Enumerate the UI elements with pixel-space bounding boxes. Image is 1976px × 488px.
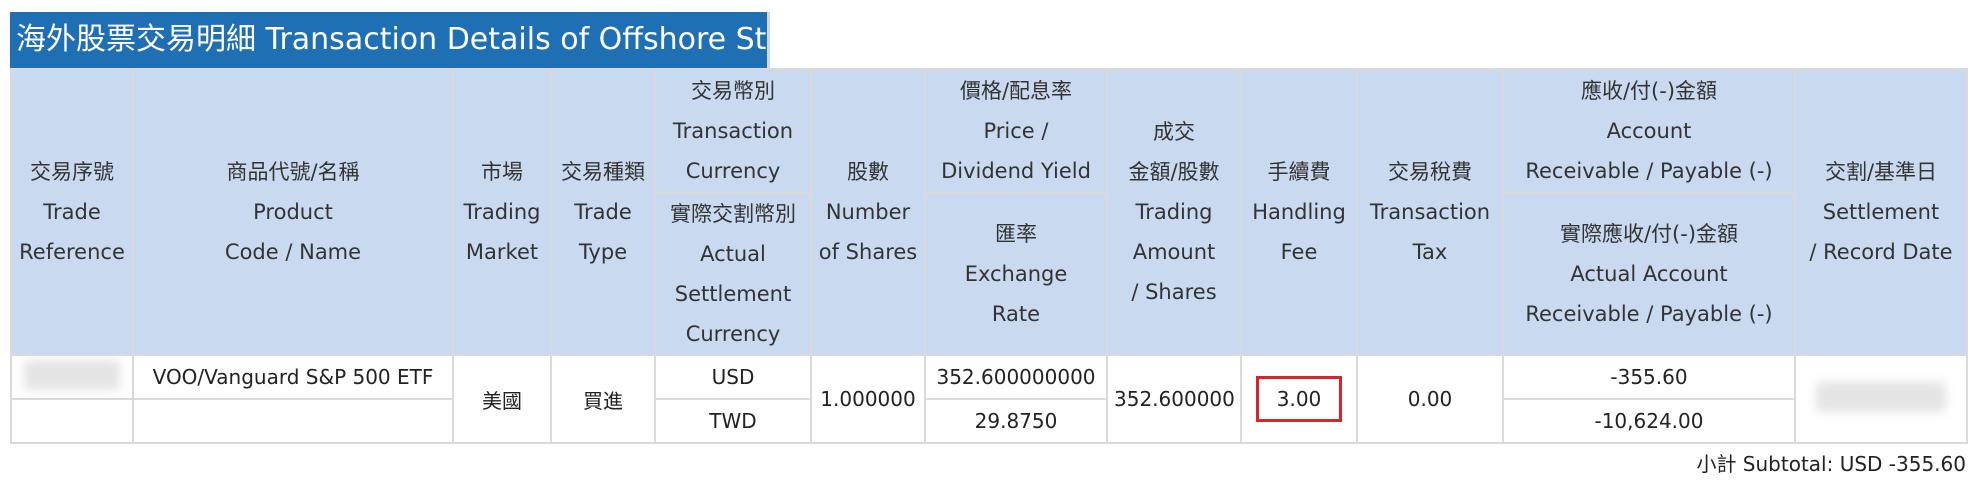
transaction-table: 交易序號 Trade Reference 商品代號/名稱 Product Cod… xyxy=(10,68,1968,444)
fee-cell: 3.00 xyxy=(1240,354,1358,444)
tax-cell: 0.00 xyxy=(1356,354,1504,444)
amount-cell: 352.600000 xyxy=(1106,354,1242,444)
shares-cell: 1.000000 xyxy=(810,354,926,444)
market-cell: 美國 xyxy=(452,354,552,444)
header-settle-currency: 實際交割幣別 Actual Settlement Currency xyxy=(654,192,812,356)
section-title: 海外股票交易明細 Transaction Details of Offshore… xyxy=(10,12,770,68)
currency-cell: USD xyxy=(654,354,812,400)
header-price: 價格/配息率 Price / Dividend Yield xyxy=(924,68,1108,194)
settle-currency-cell: TWD xyxy=(654,398,812,444)
header-tax: 交易稅費 Transaction Tax xyxy=(1356,68,1504,356)
actual-receivable-cell: -10,624.00 xyxy=(1502,398,1796,444)
header-receivable: 應收/付(-)金額 Account Receivable / Payable (… xyxy=(1502,68,1796,194)
trade-type-cell: 買進 xyxy=(550,354,656,444)
header-trade-reference: 交易序號 Trade Reference xyxy=(10,68,134,356)
header-settlement: 交割/基準日 Settlement / Record Date xyxy=(1794,68,1968,356)
product-cell: VOO/Vanguard S&P 500 ETF xyxy=(132,354,454,400)
header-actual-receivable: 實際應收/付(-)金額 Actual Account Receivable / … xyxy=(1502,192,1796,356)
header-trade-type: 交易種類 Trade Type xyxy=(550,68,656,356)
exchange-rate-cell: 29.8750 xyxy=(924,398,1108,444)
header-currency: 交易幣別 Transaction Currency xyxy=(654,68,812,194)
redacted-trade-reference xyxy=(24,359,120,390)
price-cell: 352.600000000 xyxy=(924,354,1108,400)
redacted-settlement-date xyxy=(1816,381,1946,412)
header-amount: 成交 金額/股數 Trading Amount / Shares xyxy=(1106,68,1242,356)
table-row: VOO/Vanguard S&P 500 ETF 美國 買進 USD 1.000… xyxy=(10,354,1968,444)
subtotal: 小計 Subtotal: USD -355.60 xyxy=(1696,452,1966,476)
header-fee: 手續費 Handling Fee xyxy=(1240,68,1358,356)
header-product: 商品代號/名稱 Product Code / Name xyxy=(132,68,454,356)
header-market: 市場 Trading Market xyxy=(452,68,552,356)
header-exchange-rate: 匯率 Exchange Rate xyxy=(924,192,1108,356)
fee-value: 3.00 xyxy=(1255,376,1343,422)
receivable-cell: -355.60 xyxy=(1502,354,1796,400)
header-shares: 股數 Number of Shares xyxy=(810,68,926,356)
trade-reference-cell xyxy=(10,354,134,400)
trade-reference-cell-2 xyxy=(10,398,134,444)
table-row: TWD 29.8750 -10,624.00 xyxy=(10,398,1967,444)
product-cell-2 xyxy=(132,398,454,444)
settlement-cell xyxy=(1794,354,1968,444)
